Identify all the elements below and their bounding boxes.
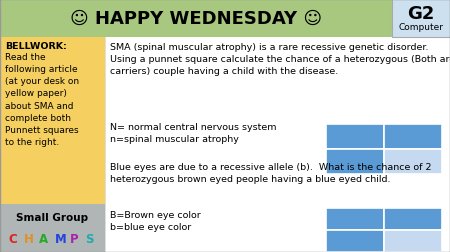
Text: BELLWORK:: BELLWORK:	[5, 42, 67, 51]
Text: Small Group: Small Group	[17, 213, 89, 223]
Text: Computer: Computer	[399, 23, 444, 32]
Text: S: S	[86, 232, 94, 245]
Bar	[0, 38, 105, 204]
Text: P: P	[70, 232, 79, 245]
Text: Blue eyes are due to a recessive allele (b).  What is the chance of 2
heterozygo: Blue eyes are due to a recessive allele …	[110, 162, 432, 183]
Bar	[384, 208, 442, 230]
Text: G2: G2	[407, 6, 435, 23]
Bar	[384, 149, 442, 174]
Text: A: A	[39, 232, 48, 245]
Text: M: M	[54, 232, 66, 245]
Bar	[0, 204, 105, 252]
Text: SMA (spinal muscular atrophy) is a rare recessive genetic disorder.
Using a punn: SMA (spinal muscular atrophy) is a rare …	[110, 43, 450, 76]
Text: H: H	[23, 232, 33, 245]
Text: C: C	[8, 232, 17, 245]
Bar	[326, 124, 384, 149]
Bar	[384, 124, 442, 149]
Bar	[392, 0, 450, 38]
Bar	[0, 0, 450, 38]
Text: Read the
following article
(at your desk on
yellow paper)
about SMA and
complete: Read the following article (at your desk…	[5, 53, 79, 146]
Bar	[326, 230, 384, 252]
Text: B=Brown eye color
b=blue eye color: B=Brown eye color b=blue eye color	[110, 210, 201, 232]
Bar	[326, 149, 384, 174]
Text: N= normal central nervous system
n=spinal muscular atrophy: N= normal central nervous system n=spina…	[110, 122, 276, 144]
Text: ☺ HAPPY WEDNESDAY ☺: ☺ HAPPY WEDNESDAY ☺	[70, 10, 322, 28]
Bar	[326, 208, 384, 230]
Bar	[384, 230, 442, 252]
Bar	[105, 38, 450, 252]
